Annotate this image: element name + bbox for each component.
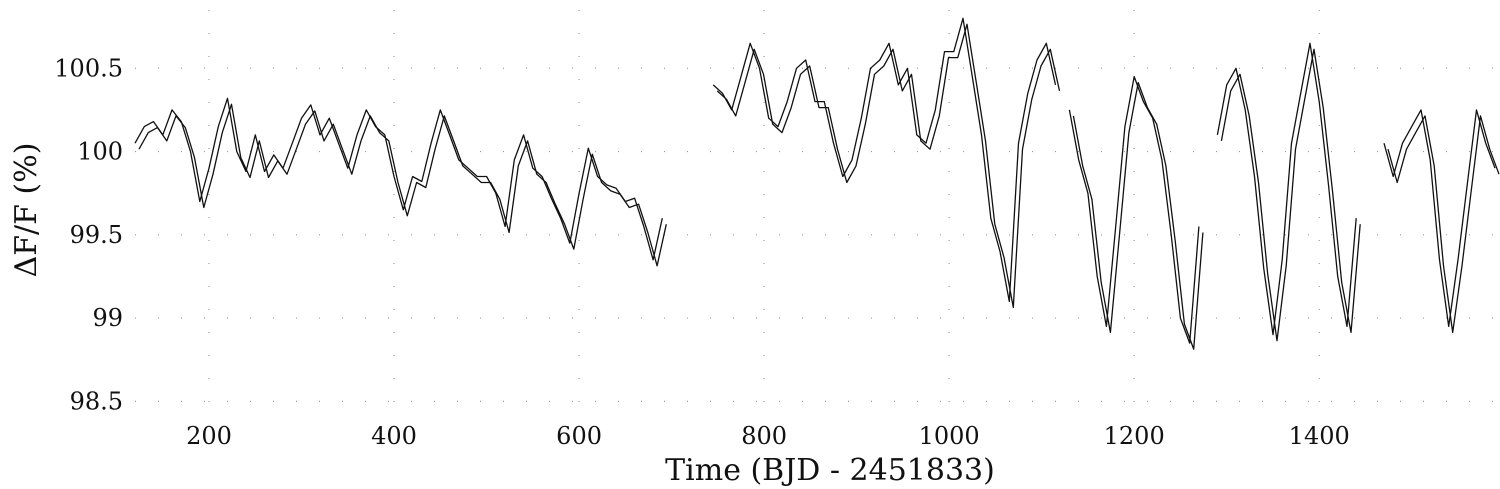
series-segment-outline-1 [716,23,1061,309]
y-axis-ticks: 98.5 99 99.5 100 100.5 [54,54,123,415]
x-tick-label: 800 [741,422,787,450]
grid [135,10,1495,418]
x-tick-label: 1400 [1289,422,1350,450]
series-segment-3 [1216,42,1357,336]
x-tick-label: 1200 [1104,422,1165,450]
series-segment-outline-0 [138,103,667,267]
x-axis-ticks: 200 400 600 800 1000 1200 1400 [186,422,1350,450]
y-tick-label: 98.5 [70,387,123,415]
x-tick-label: 1000 [919,422,980,450]
x-tick-label: 400 [371,422,417,450]
series-segment-2 [1068,75,1200,344]
y-tick-label: 100.5 [54,54,123,82]
series-segment-outline-2 [1072,81,1204,350]
series-group [134,17,1500,350]
x-tick-label: 600 [556,422,602,450]
y-tick-label: 99.5 [70,221,123,249]
y-axis-title: ΔF/F (%) [9,143,44,278]
y-tick-label: 100 [77,138,123,166]
x-axis-title: Time (BJD - 2451833) [665,453,995,488]
series-segment-outline-4 [1387,115,1500,334]
series-segment-4 [1383,109,1496,328]
x-tick-label: 200 [186,422,232,450]
series-segment-outline-3 [1220,48,1361,342]
series-segment-0 [134,97,663,261]
series-segment-1 [712,17,1057,303]
y-tick-label: 99 [92,304,123,332]
